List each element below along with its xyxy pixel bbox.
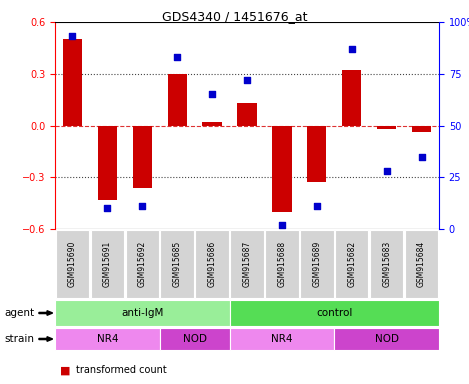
Bar	[342, 70, 361, 126]
Text: NOD: NOD	[182, 334, 207, 344]
Text: GSM915692: GSM915692	[138, 241, 147, 287]
Point	[174, 54, 181, 60]
Text: GSM915684: GSM915684	[417, 241, 426, 287]
Bar	[307, 126, 326, 182]
Text: GSM915687: GSM915687	[242, 241, 251, 287]
Bar	[55, 300, 229, 326]
Bar	[55, 328, 160, 350]
Bar	[126, 230, 159, 298]
Bar	[237, 103, 257, 126]
Bar	[377, 126, 396, 129]
Point	[348, 46, 356, 52]
Bar	[405, 230, 439, 298]
Text: GSM915688: GSM915688	[277, 241, 287, 287]
Bar	[265, 230, 299, 298]
Text: GSM915682: GSM915682	[347, 241, 356, 287]
Bar	[160, 328, 229, 350]
Bar	[63, 39, 82, 126]
Text: NR4: NR4	[97, 334, 118, 344]
Point	[383, 168, 390, 174]
Text: GSM915685: GSM915685	[173, 241, 182, 287]
Text: agent: agent	[5, 308, 35, 318]
Bar	[98, 126, 117, 200]
Bar	[230, 230, 264, 298]
Bar	[167, 74, 187, 126]
Point	[418, 154, 425, 160]
Text: GSM915690: GSM915690	[68, 241, 77, 287]
Point	[104, 205, 111, 211]
Text: anti-IgM: anti-IgM	[121, 308, 164, 318]
Bar	[300, 230, 333, 298]
Point	[208, 91, 216, 98]
Text: ■: ■	[60, 365, 70, 375]
Bar	[412, 126, 431, 132]
Bar	[272, 126, 292, 212]
Text: transformed count: transformed count	[76, 365, 167, 375]
Bar	[335, 230, 369, 298]
Text: GSM915686: GSM915686	[208, 241, 217, 287]
Bar	[229, 300, 439, 326]
Text: GSM915683: GSM915683	[382, 241, 391, 287]
Text: strain: strain	[5, 334, 35, 344]
Bar	[133, 126, 152, 188]
Bar	[370, 230, 403, 298]
Point	[68, 33, 76, 40]
Text: GSM915689: GSM915689	[312, 241, 321, 287]
Text: NOD: NOD	[375, 334, 399, 344]
Point	[278, 222, 286, 228]
Point	[313, 203, 321, 209]
Bar	[56, 230, 89, 298]
Point	[138, 203, 146, 209]
Text: GDS4340 / 1451676_at: GDS4340 / 1451676_at	[162, 10, 307, 23]
Text: GSM915691: GSM915691	[103, 241, 112, 287]
Text: NR4: NR4	[271, 334, 293, 344]
Bar	[203, 122, 222, 126]
Text: control: control	[316, 308, 353, 318]
Bar	[91, 230, 124, 298]
Bar	[334, 328, 439, 350]
Bar	[160, 230, 194, 298]
Bar	[229, 328, 334, 350]
Point	[243, 77, 251, 83]
Bar	[195, 230, 229, 298]
